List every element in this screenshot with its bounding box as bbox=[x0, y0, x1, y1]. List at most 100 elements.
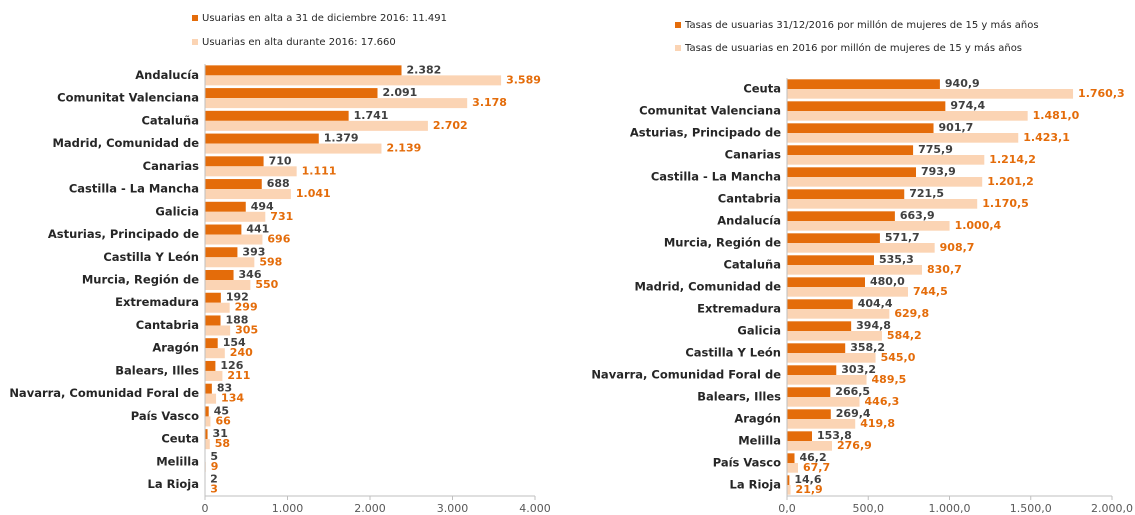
bar bbox=[205, 257, 255, 268]
bar bbox=[787, 343, 846, 353]
bar bbox=[787, 475, 790, 485]
value-label: 908,7 bbox=[940, 241, 975, 254]
value-label: 240 bbox=[230, 346, 253, 359]
category-label: Extremadura bbox=[697, 302, 781, 316]
category-label: La Rioja bbox=[730, 478, 782, 492]
bar bbox=[205, 234, 263, 245]
bar bbox=[787, 111, 1028, 121]
value-label: 974,4 bbox=[950, 99, 985, 112]
category-label: Navarra, Comunidad Foral de bbox=[9, 386, 199, 400]
value-label: 303,2 bbox=[841, 363, 876, 376]
bar bbox=[205, 224, 242, 235]
value-label: 14,6 bbox=[794, 473, 821, 486]
value-label: 2.702 bbox=[433, 119, 468, 132]
bar bbox=[205, 110, 349, 121]
x-tick-label: 0,0 bbox=[778, 502, 796, 515]
category-label: Castilla - La Mancha bbox=[651, 170, 781, 184]
bar bbox=[205, 360, 216, 371]
bar bbox=[787, 463, 799, 473]
legend-label: Tasas de usuarias en 2016 por millón de … bbox=[684, 42, 1022, 54]
value-label: 188 bbox=[226, 313, 249, 326]
value-label: 535,3 bbox=[879, 253, 914, 266]
bar bbox=[205, 406, 209, 417]
bar bbox=[787, 243, 935, 253]
category-label: Asturias, Principado de bbox=[630, 126, 781, 140]
bar bbox=[205, 98, 468, 109]
bar bbox=[787, 287, 908, 297]
value-label: 710 bbox=[269, 154, 292, 167]
category-label: Cataluña bbox=[723, 258, 781, 272]
bar bbox=[787, 211, 895, 221]
legend-swatch bbox=[675, 22, 681, 28]
x-tick-label: 2.000,0 bbox=[1091, 502, 1133, 515]
value-label: 299 bbox=[235, 301, 258, 314]
bar bbox=[787, 397, 860, 407]
value-label: 269,4 bbox=[836, 407, 871, 420]
bar bbox=[787, 387, 831, 397]
bar bbox=[787, 453, 795, 463]
value-label: 2.382 bbox=[407, 63, 442, 76]
bar bbox=[787, 145, 914, 155]
bar bbox=[787, 177, 983, 187]
value-label: 31 bbox=[213, 427, 228, 440]
category-label: Cataluña bbox=[141, 113, 199, 127]
x-tick-label: 3.000 bbox=[437, 502, 469, 515]
value-label: 1.111 bbox=[302, 164, 337, 177]
bar bbox=[787, 79, 940, 89]
category-label: Madrid, Comunidad de bbox=[52, 136, 199, 150]
bar bbox=[205, 156, 264, 167]
value-label: 775,9 bbox=[918, 143, 953, 156]
bar bbox=[787, 277, 865, 287]
category-label: Navarra, Comunidad Foral de bbox=[591, 368, 781, 382]
x-tick-label: 1.000,0 bbox=[929, 502, 971, 515]
value-label: 3 bbox=[210, 483, 218, 496]
value-label: 629,8 bbox=[894, 307, 929, 320]
bar bbox=[787, 365, 837, 375]
bar bbox=[205, 370, 223, 381]
x-tick-label: 2.000 bbox=[354, 502, 386, 515]
bar bbox=[205, 302, 230, 313]
category-label: Balears, Illes bbox=[115, 363, 199, 377]
value-label: 83 bbox=[217, 382, 232, 395]
bar bbox=[205, 393, 217, 404]
bar bbox=[205, 325, 231, 336]
bar bbox=[205, 338, 218, 349]
bar bbox=[205, 315, 221, 326]
value-label: 721,5 bbox=[909, 187, 944, 200]
value-label: 940,9 bbox=[945, 77, 980, 90]
bar bbox=[205, 348, 225, 359]
bar bbox=[787, 331, 882, 341]
value-label: 5 bbox=[210, 450, 218, 463]
category-label: Asturias, Principado de bbox=[48, 227, 199, 241]
category-label: Cantabria bbox=[136, 318, 199, 332]
value-label: 1.170,5 bbox=[982, 197, 1029, 210]
value-label: 346 bbox=[239, 268, 262, 281]
value-label: 1.201,2 bbox=[987, 175, 1034, 188]
category-label: Canarias bbox=[143, 159, 200, 173]
category-label: Andalucía bbox=[717, 214, 781, 228]
bar bbox=[205, 439, 210, 450]
value-label: 696 bbox=[267, 233, 290, 246]
bar bbox=[787, 233, 880, 243]
bar bbox=[205, 179, 262, 190]
bar bbox=[205, 211, 266, 222]
value-label: 154 bbox=[223, 336, 246, 349]
value-label: 2 bbox=[210, 473, 218, 486]
bar bbox=[787, 353, 876, 363]
category-label: Andalucía bbox=[135, 68, 199, 82]
category-label: Castilla Y León bbox=[103, 250, 199, 264]
value-label: 688 bbox=[267, 177, 290, 190]
value-label: 211 bbox=[227, 369, 250, 382]
value-label: 404,4 bbox=[858, 297, 893, 310]
bar bbox=[205, 65, 402, 76]
category-label: País Vasco bbox=[713, 456, 781, 470]
value-label: 192 bbox=[226, 291, 249, 304]
value-label: 744,5 bbox=[913, 285, 948, 298]
value-label: 901,7 bbox=[939, 121, 974, 134]
category-label: Murcia, Región de bbox=[82, 273, 199, 287]
category-label: Cantabria bbox=[718, 192, 781, 206]
bar bbox=[205, 247, 238, 258]
bar bbox=[205, 280, 251, 291]
value-label: 394,8 bbox=[856, 319, 891, 332]
value-label: 731 bbox=[270, 210, 293, 223]
